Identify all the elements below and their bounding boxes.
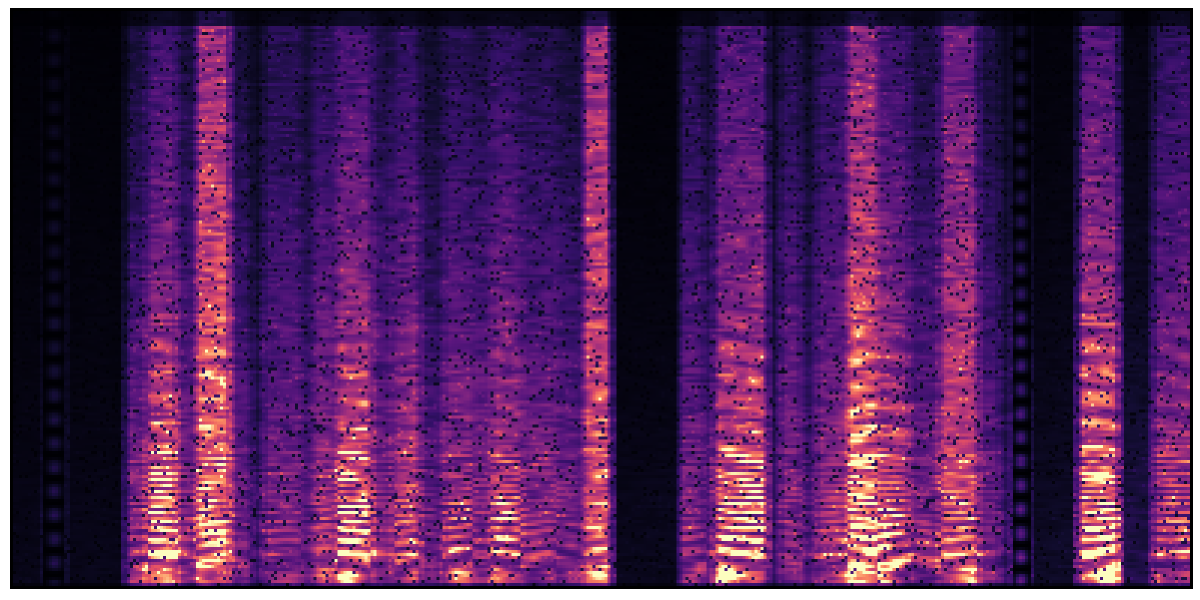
plot-frame <box>10 8 1193 589</box>
spectrogram-canvas <box>13 11 1190 586</box>
